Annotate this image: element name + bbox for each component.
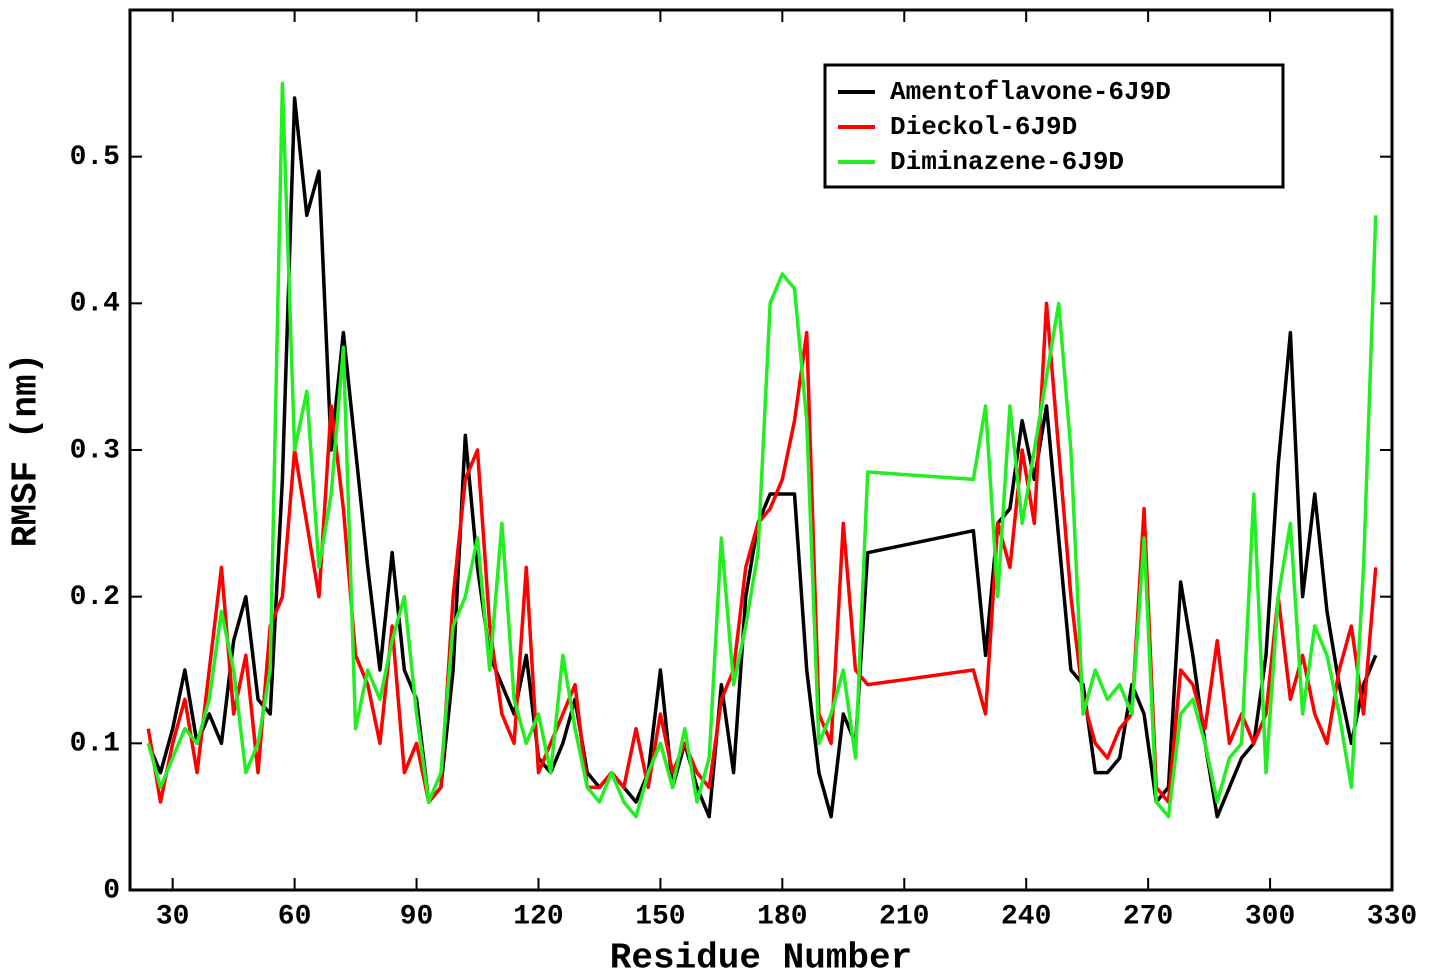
series-line [146,81,1378,819]
x-tick-label: 150 [635,901,685,932]
x-tick-label: 270 [1123,901,1173,932]
x-tick-label: 240 [1001,901,1051,932]
y-tick-label: 0.3 [70,435,120,466]
x-tick-label: 180 [757,901,807,932]
y-tick-label: 0.5 [70,142,120,173]
legend-label: Dieckol-6J9D [890,112,1077,142]
y-tick-label: 0.2 [70,582,120,613]
x-tick-label: 300 [1245,901,1295,932]
x-tick-label: 60 [278,901,312,932]
x-tick-label: 120 [513,901,563,932]
legend-label: Amentoflavone-6J9D [890,77,1171,107]
y-tick-label: 0.4 [70,289,120,320]
x-tick-label: 330 [1367,901,1417,932]
series-line [146,301,1378,804]
legend-label: Diminazene-6J9D [890,147,1124,177]
y-tick-label: 0 [103,875,120,906]
x-tick-label: 210 [879,901,929,932]
y-tick-label: 0.1 [70,729,120,760]
y-axis-label: RMSF (nm) [6,353,47,547]
x-tick-label: 30 [156,901,190,932]
x-axis-label: Residue Number [610,938,912,979]
x-tick-label: 90 [400,901,434,932]
legend-box [823,63,1285,189]
